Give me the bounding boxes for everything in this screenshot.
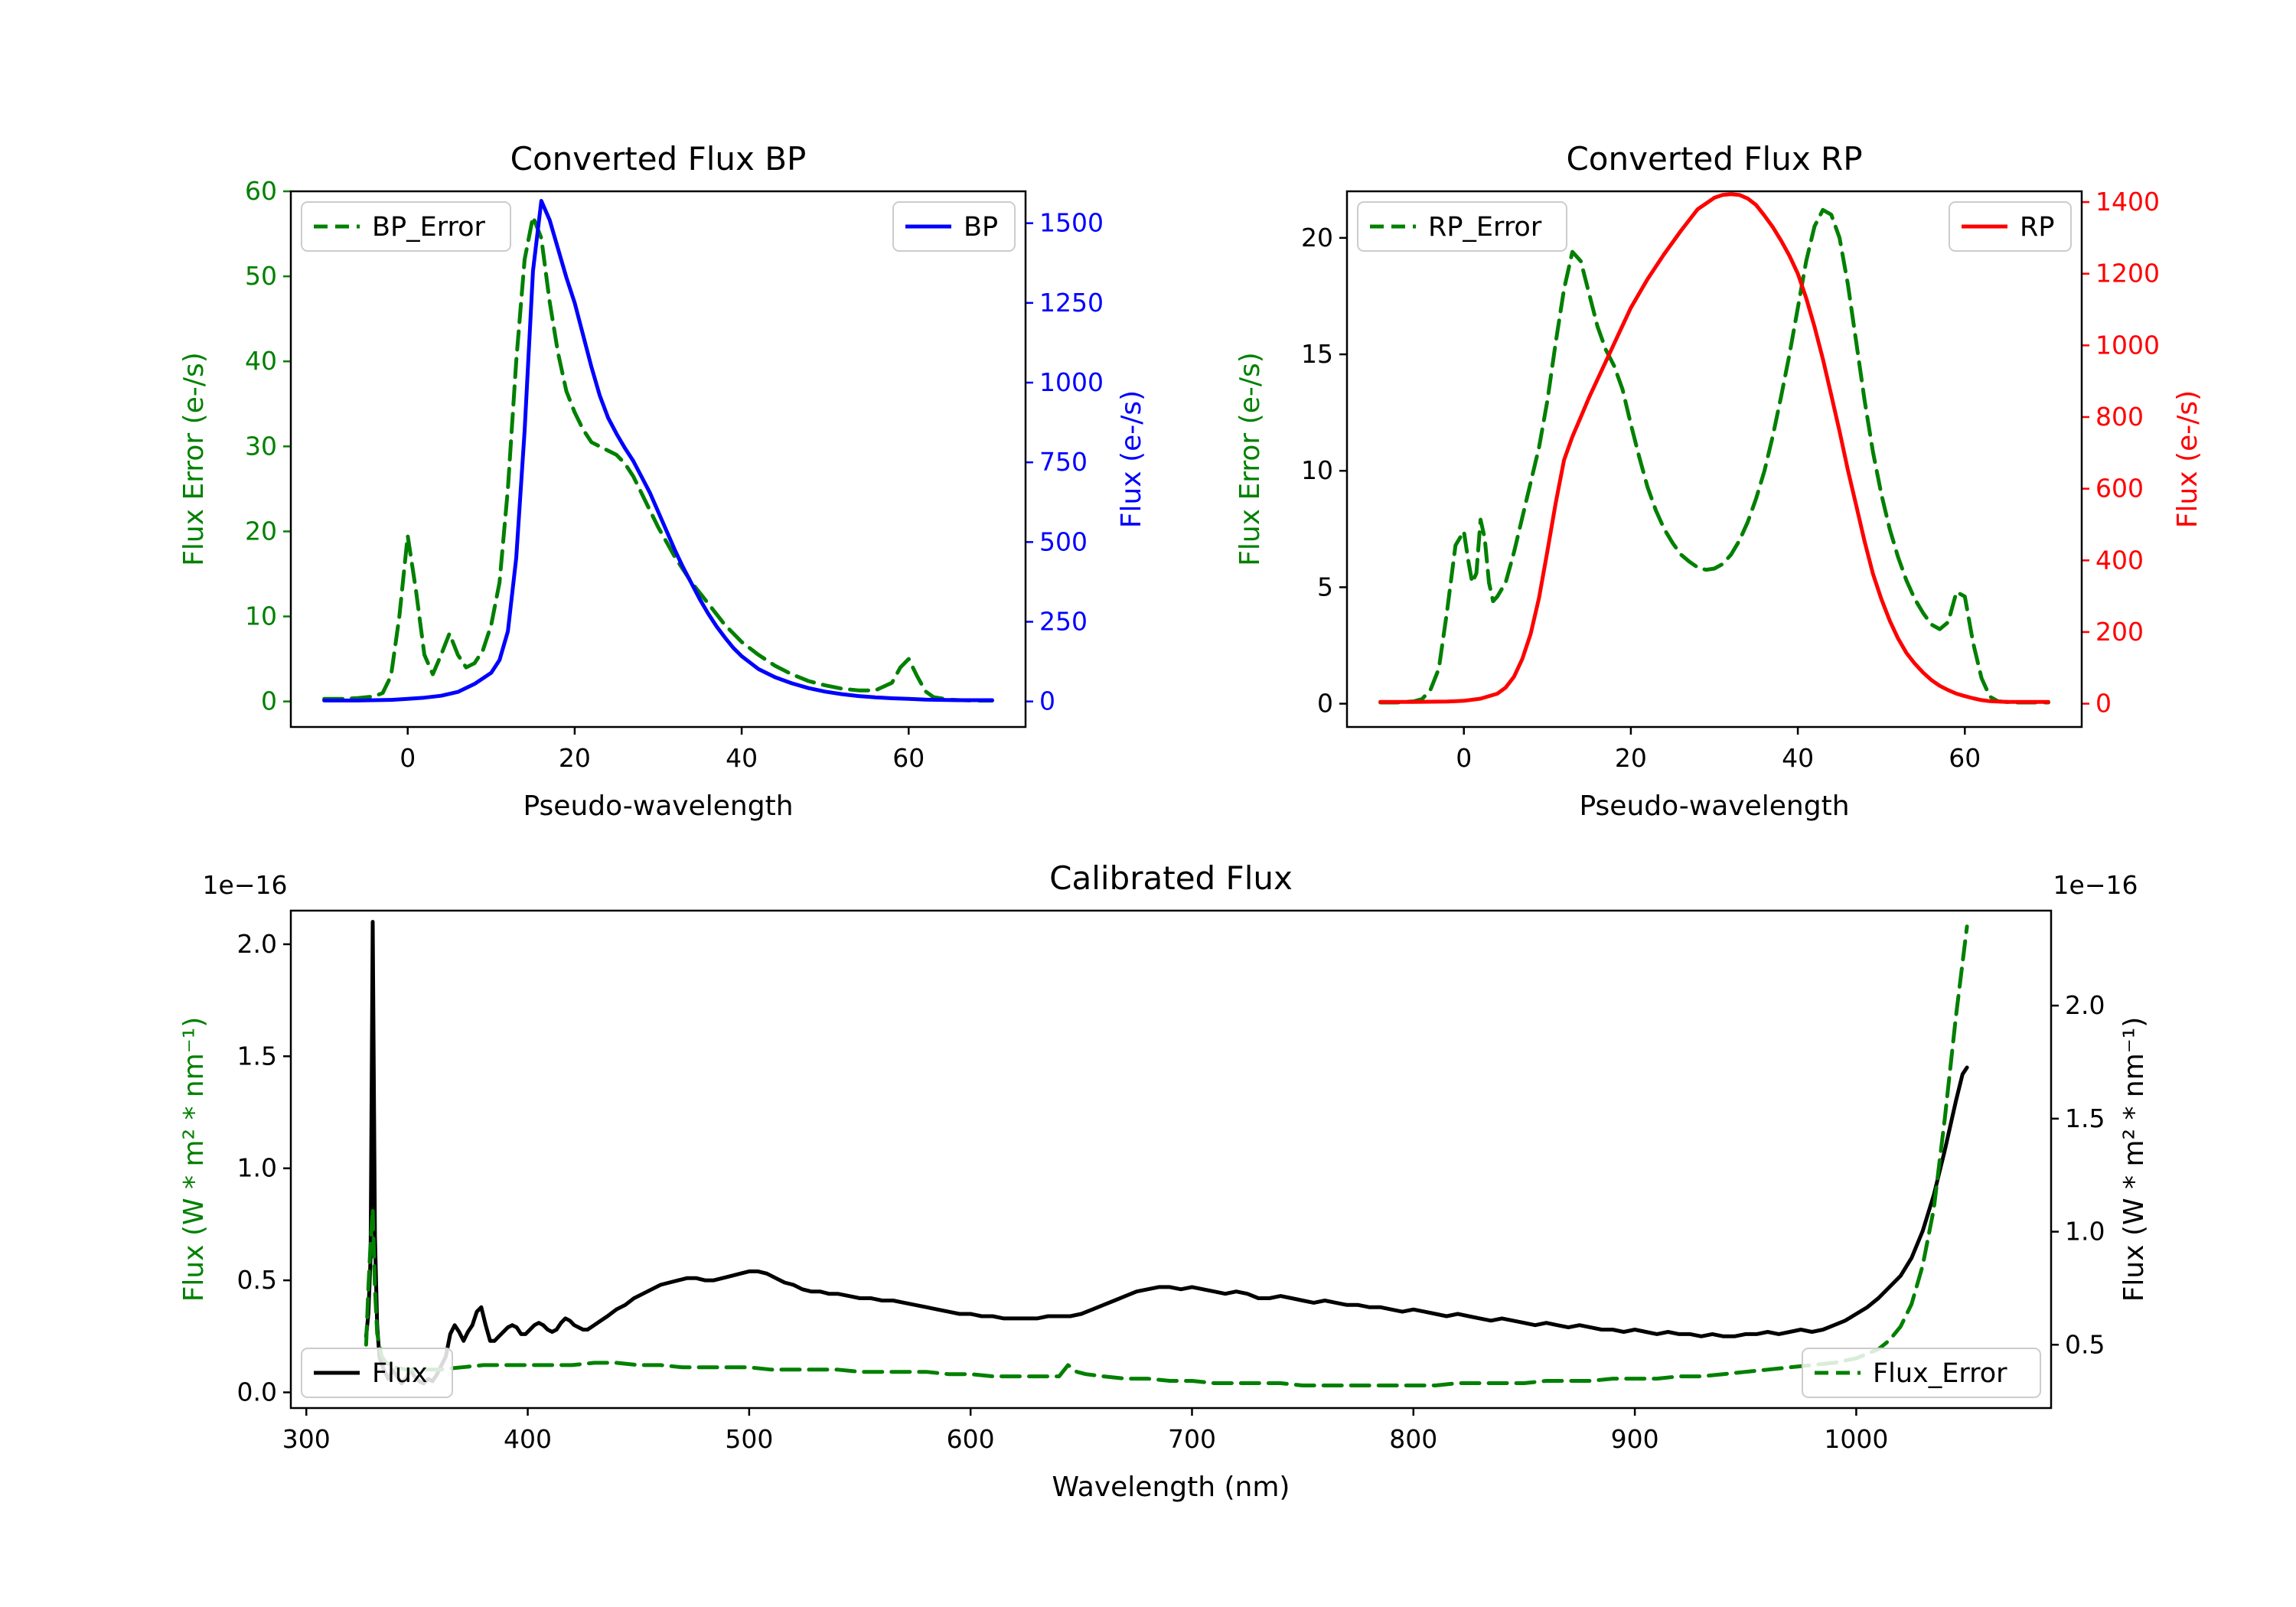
left-tick-label: 30 [245, 431, 277, 461]
left-tick-label: 0 [261, 686, 277, 716]
x-tick-label: 500 [725, 1424, 773, 1454]
x-tick-label: 600 [947, 1424, 995, 1454]
left-tick-label: 0.5 [237, 1265, 277, 1295]
chart-converted-flux-bp: 0 20 40 60 0 10 20 30 40 50 60 Flux Error (e-/s) 0 25… [153, 115, 1225, 849]
right-tick-label: 2.0 [2065, 990, 2105, 1020]
left-tick-label: 2.0 [237, 929, 277, 959]
x-tick-label: 60 [1949, 743, 1981, 773]
right-tick-label: 1.5 [2065, 1103, 2105, 1133]
x-tick-label: 0 [400, 743, 416, 773]
chart-canvas: 0 20 40 60 0 10 20 30 40 50 60 Flux Error (e-/s) 0 25… [178, 140, 1147, 822]
right-tick-label: 0.5 [2065, 1329, 2105, 1359]
right-axis-label: Flux (e-/s) [2172, 390, 2203, 528]
right-tick-label: 1200 [2095, 259, 2160, 288]
x-tick-label: 400 [504, 1424, 552, 1454]
right-axis-label: Flux (e-/s) [1116, 390, 1147, 528]
series-line-Flux [364, 920, 1969, 1386]
chart-canvas: 300 400 500 600 700 800 900 1000 0.0 0.5 1.0 1.5 2.0… [178, 859, 2150, 1503]
right-tick-label: 1.0 [2065, 1217, 2105, 1247]
legend-box [1802, 1348, 2041, 1398]
series-line-RP [1378, 192, 2050, 704]
right-tick-label: 500 [1039, 526, 1088, 556]
legend-box [892, 201, 1016, 252]
legend-box [1949, 201, 2072, 252]
x-tick-label: 1000 [1824, 1424, 1888, 1454]
plot-frame [289, 190, 1027, 729]
x-axis-label: Wavelength (nm) [1052, 1472, 1290, 1503]
legend-box [1357, 201, 1567, 252]
left-tick-label: 1.5 [237, 1041, 277, 1071]
right-tick-label: 250 [1039, 607, 1088, 637]
x-tick-label: 900 [1611, 1424, 1659, 1454]
right-axis-label: Flux (W * m² * nm⁻¹) [2118, 1017, 2150, 1302]
chart-title: Converted Flux RP [1566, 140, 1862, 178]
x-tick-label: 800 [1389, 1424, 1437, 1454]
legend-label: Flux_Error [1873, 1358, 2007, 1389]
right-tick-label: 1400 [2095, 187, 2160, 217]
left-axis-label: Flux Error (e-/s) [178, 352, 210, 566]
right-tick-label: 1000 [2095, 330, 2160, 360]
plot-frame [289, 909, 2053, 1410]
right-tick-label: 200 [2095, 617, 2144, 647]
left-axis-label: Flux Error (e-/s) [1234, 352, 1266, 566]
x-tick-label: 700 [1168, 1424, 1216, 1454]
right-tick-label: 800 [2095, 402, 2144, 432]
x-tick-label: 20 [559, 743, 591, 773]
chart-calibrated-flux: 300 400 500 600 700 800 900 1000 0.0 0.5 1.0 1.5 2.0… [153, 842, 2250, 1569]
left-tick-label: 1.0 [237, 1153, 277, 1183]
right-tick-label: 1500 [1039, 208, 1104, 238]
legend-box [301, 1348, 453, 1398]
right-tick-label: 600 [2095, 474, 2144, 504]
chart-title: Converted Flux BP [510, 140, 807, 178]
right-tick-label: 0 [2095, 689, 2112, 719]
left-tick-label: 10 [1301, 455, 1333, 485]
x-tick-label: 300 [282, 1424, 331, 1454]
right-tick-label: 1000 [1039, 367, 1104, 397]
x-tick-label: 40 [1782, 743, 1814, 773]
legend-box [301, 201, 511, 252]
chart-title: Calibrated Flux [1049, 859, 1293, 897]
legend-label: RP [2020, 212, 2054, 243]
left-tick-label: 60 [245, 176, 277, 206]
right-tick-label: 1250 [1039, 288, 1104, 318]
right-tick-label: 0 [1039, 686, 1055, 716]
x-axis-label: Pseudo-wavelength [523, 790, 793, 822]
plot-frame [1345, 190, 2083, 729]
x-tick-label: 60 [892, 743, 925, 773]
right-axis-offset-text: 1e−16 [2053, 870, 2138, 900]
x-tick-label: 40 [726, 743, 758, 773]
left-axis-label: Flux (W * m² * nm⁻¹) [178, 1017, 210, 1302]
left-tick-label: 0 [1317, 689, 1333, 719]
left-tick-label: 20 [1301, 223, 1333, 253]
legend-label: RP_Error [1428, 212, 1542, 243]
right-tick-label: 400 [2095, 545, 2144, 575]
left-axis-offset-text: 1e−16 [203, 870, 288, 900]
series-line-BP_Error [322, 214, 994, 703]
left-tick-label: 50 [245, 261, 277, 291]
x-axis-label: Pseudo-wavelength [1579, 790, 1849, 822]
left-tick-label: 10 [245, 601, 277, 631]
left-tick-label: 5 [1317, 572, 1333, 601]
left-tick-label: 15 [1301, 339, 1333, 369]
series-line-Flux_Error [364, 924, 1969, 1387]
x-tick-label: 20 [1615, 743, 1647, 773]
series-line-BP [322, 199, 994, 702]
chart-converted-flux-rp: 0 20 40 60 0 5 10 15 20 Flux Error (e-/s) 0 200 400 6… [1194, 115, 2265, 849]
left-tick-label: 20 [245, 516, 277, 546]
series-line-RP_Error [1378, 207, 2050, 705]
legend-label: BP [964, 212, 998, 243]
right-tick-label: 750 [1039, 447, 1088, 477]
left-tick-label: 40 [245, 346, 277, 376]
left-tick-label: 0.0 [237, 1377, 277, 1407]
x-tick-label: 0 [1456, 743, 1472, 773]
legend-label: Flux [372, 1358, 428, 1389]
legend-label: BP_Error [372, 212, 486, 243]
